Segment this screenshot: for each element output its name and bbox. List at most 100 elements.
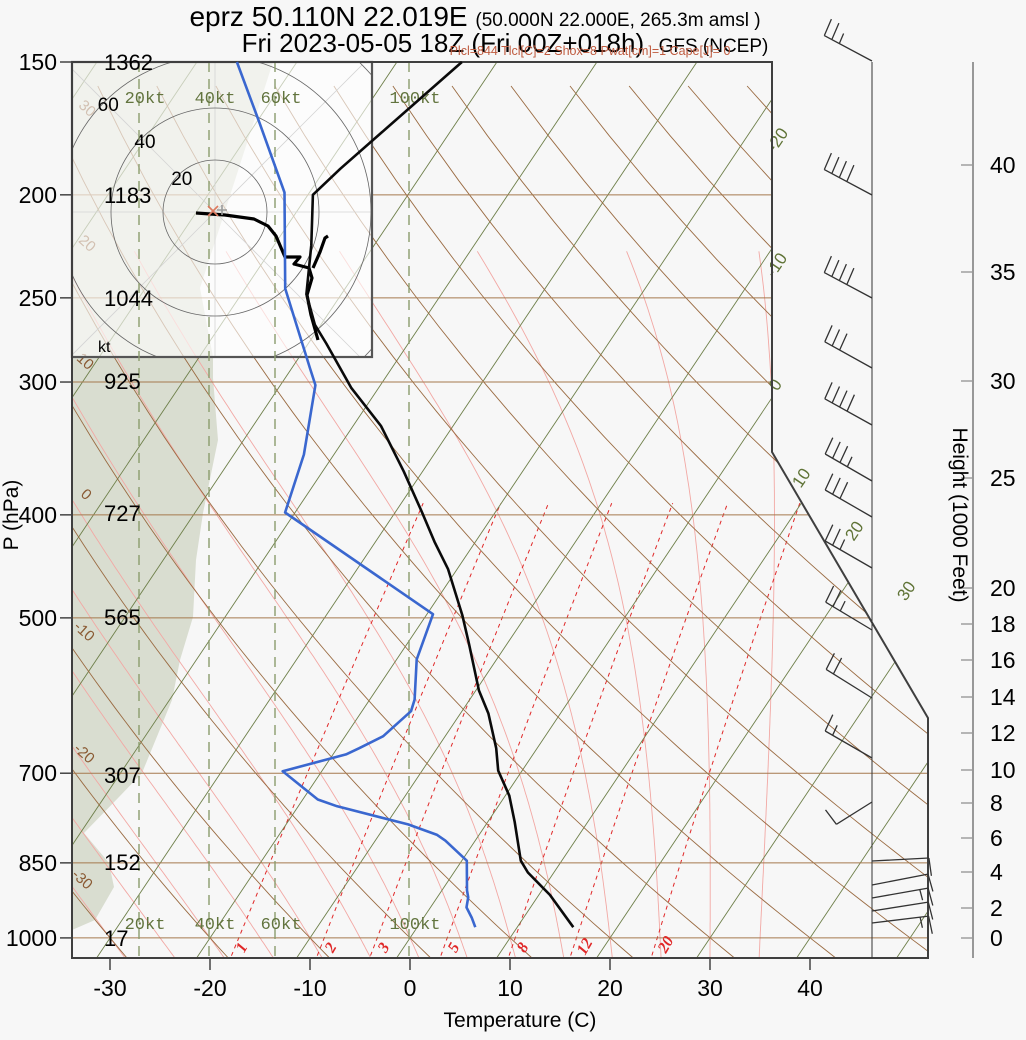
hodograph-trace-branch [311,234,329,269]
mixing-ratio-label: 1 [233,940,252,955]
height-tick-label: 40 [990,152,1016,178]
wind-barb [825,653,873,699]
temperature-trace [305,61,575,928]
pressure-tick-label: 250 [19,285,57,311]
wind-barb [824,801,873,825]
hodograph-origin-x-mark [207,205,219,217]
pressure-tick-label: 150 [19,49,57,75]
height-tick-label: 8 [990,790,1003,816]
geopotential-height-label: 152 [104,850,141,875]
height-tick-label: 25 [990,465,1016,491]
isotherm-label: 20 [841,518,867,544]
mixing-ratio-label: 5 [445,940,464,955]
wind-ref-label-bottom: 60kt [261,916,302,935]
height-tick-label: 4 [990,859,1003,885]
mixing-ratio-label: 12 [574,936,597,958]
wind-barb [871,857,933,876]
pressure-tick-label: 1000 [6,925,57,951]
height-tick-label: 35 [990,259,1016,285]
height-tick-label: 12 [990,720,1016,746]
pressure-tick-label: 400 [19,502,57,528]
wind-barb [823,255,873,299]
wind-barb [871,901,934,920]
isotherm-label: -20 [763,124,792,155]
wind-barb [823,152,873,196]
wind-ref-label-bottom: 100kt [389,916,440,935]
pressure-tick-label: 850 [19,850,57,876]
height-tick-label: 0 [990,925,1003,951]
height-tick-label: 10 [990,757,1016,783]
geopotential-height-label: 1183 [104,183,151,208]
pressure-tick-label: 500 [19,605,57,631]
hodograph-ring-label: 60 [98,95,119,116]
wind-ref-label-top: 100kt [389,90,440,109]
height-tick-label: 20 [990,575,1016,601]
height-tick-label: 6 [990,825,1003,851]
wind-ref-label-bottom: 20kt [125,916,166,935]
height-axis-title: Height (1000 Feet) [948,427,971,602]
moist-adiabats [72,251,775,958]
dewpoint-trace [235,61,477,928]
temperature-tick-label: 10 [497,975,523,1001]
geopotential-height-label: 1044 [104,286,153,311]
hodograph-ring [110,107,320,317]
wind-barb [825,585,873,631]
temperature-tick-label: 20 [597,975,623,1001]
temperature-tick-label: 40 [797,975,823,1001]
isotherm-label: 0 [765,376,786,394]
plot-frame [71,61,929,959]
wind-barb [871,873,934,892]
wind-barbs [823,18,934,958]
height-tick-label: 30 [990,368,1016,394]
wind-barb [823,18,873,62]
height-tick-label: 16 [990,647,1016,673]
mixing-ratio-label: 20 [654,934,677,957]
temperature-axis-title: Temperature (C) [444,1009,597,1032]
pressure-axis-title: P (hPa) [0,480,23,551]
isotherm-label: -10 [762,249,791,280]
temperature-tick-label: 0 [404,975,417,1001]
height-tick-label: 14 [990,684,1016,710]
temperature-tick-label: -10 [293,975,326,1001]
temperature-tick-label: -30 [93,975,126,1001]
wind-barb [871,915,933,934]
hodograph-ring [162,159,268,265]
geopotential-height-label: 307 [104,763,141,788]
wind-barb [871,887,934,906]
mixing-ratio-lines [227,502,801,958]
pressure-tick-label: 700 [19,760,57,786]
wind-ref-label-top: 20kt [125,90,166,109]
geopotential-height-label: 565 [104,605,141,630]
temperature-tick-label: 30 [697,975,723,1001]
geopotential-height-label: 1362 [104,50,153,75]
temperature-tick-label: -20 [193,975,226,1001]
wind-barb [824,714,873,759]
mixing-ratio-label: 2 [321,940,340,956]
wind-barb [824,437,873,482]
wind-barb [824,382,873,426]
geopotential-height-label: 17 [104,926,128,951]
hodograph-origin-plus-mark [217,205,227,215]
height-tick-label: 18 [990,611,1016,637]
wind-ref-lines: 20kt 20kt 40kt 40kt 60kt 60kt 100kt 100kt [125,62,441,958]
wind-barb [824,473,873,518]
wind-barb [824,325,873,369]
mixing-ratio-label: 8 [514,940,533,955]
hodograph-unit-label: kt [98,339,111,356]
wind-ref-label-top: 60kt [261,90,302,109]
pressure-tick-label: 300 [19,369,57,395]
wind-barb [824,524,873,569]
wind-ref-label-top: 40kt [195,90,236,109]
wind-ref-label-bottom: 40kt [195,916,236,935]
geopotential-height-label: 727 [104,501,141,526]
mixing-ratio-label: 3 [374,940,393,956]
isotherm-label: 30 [893,578,919,604]
height-tick-label: 2 [990,895,1003,921]
hodograph-ring-label: 20 [171,169,192,190]
pressure-tick-label: 200 [19,182,57,208]
hodograph-ring-label: 40 [134,132,155,153]
geopotential-height-label: 925 [104,369,141,394]
